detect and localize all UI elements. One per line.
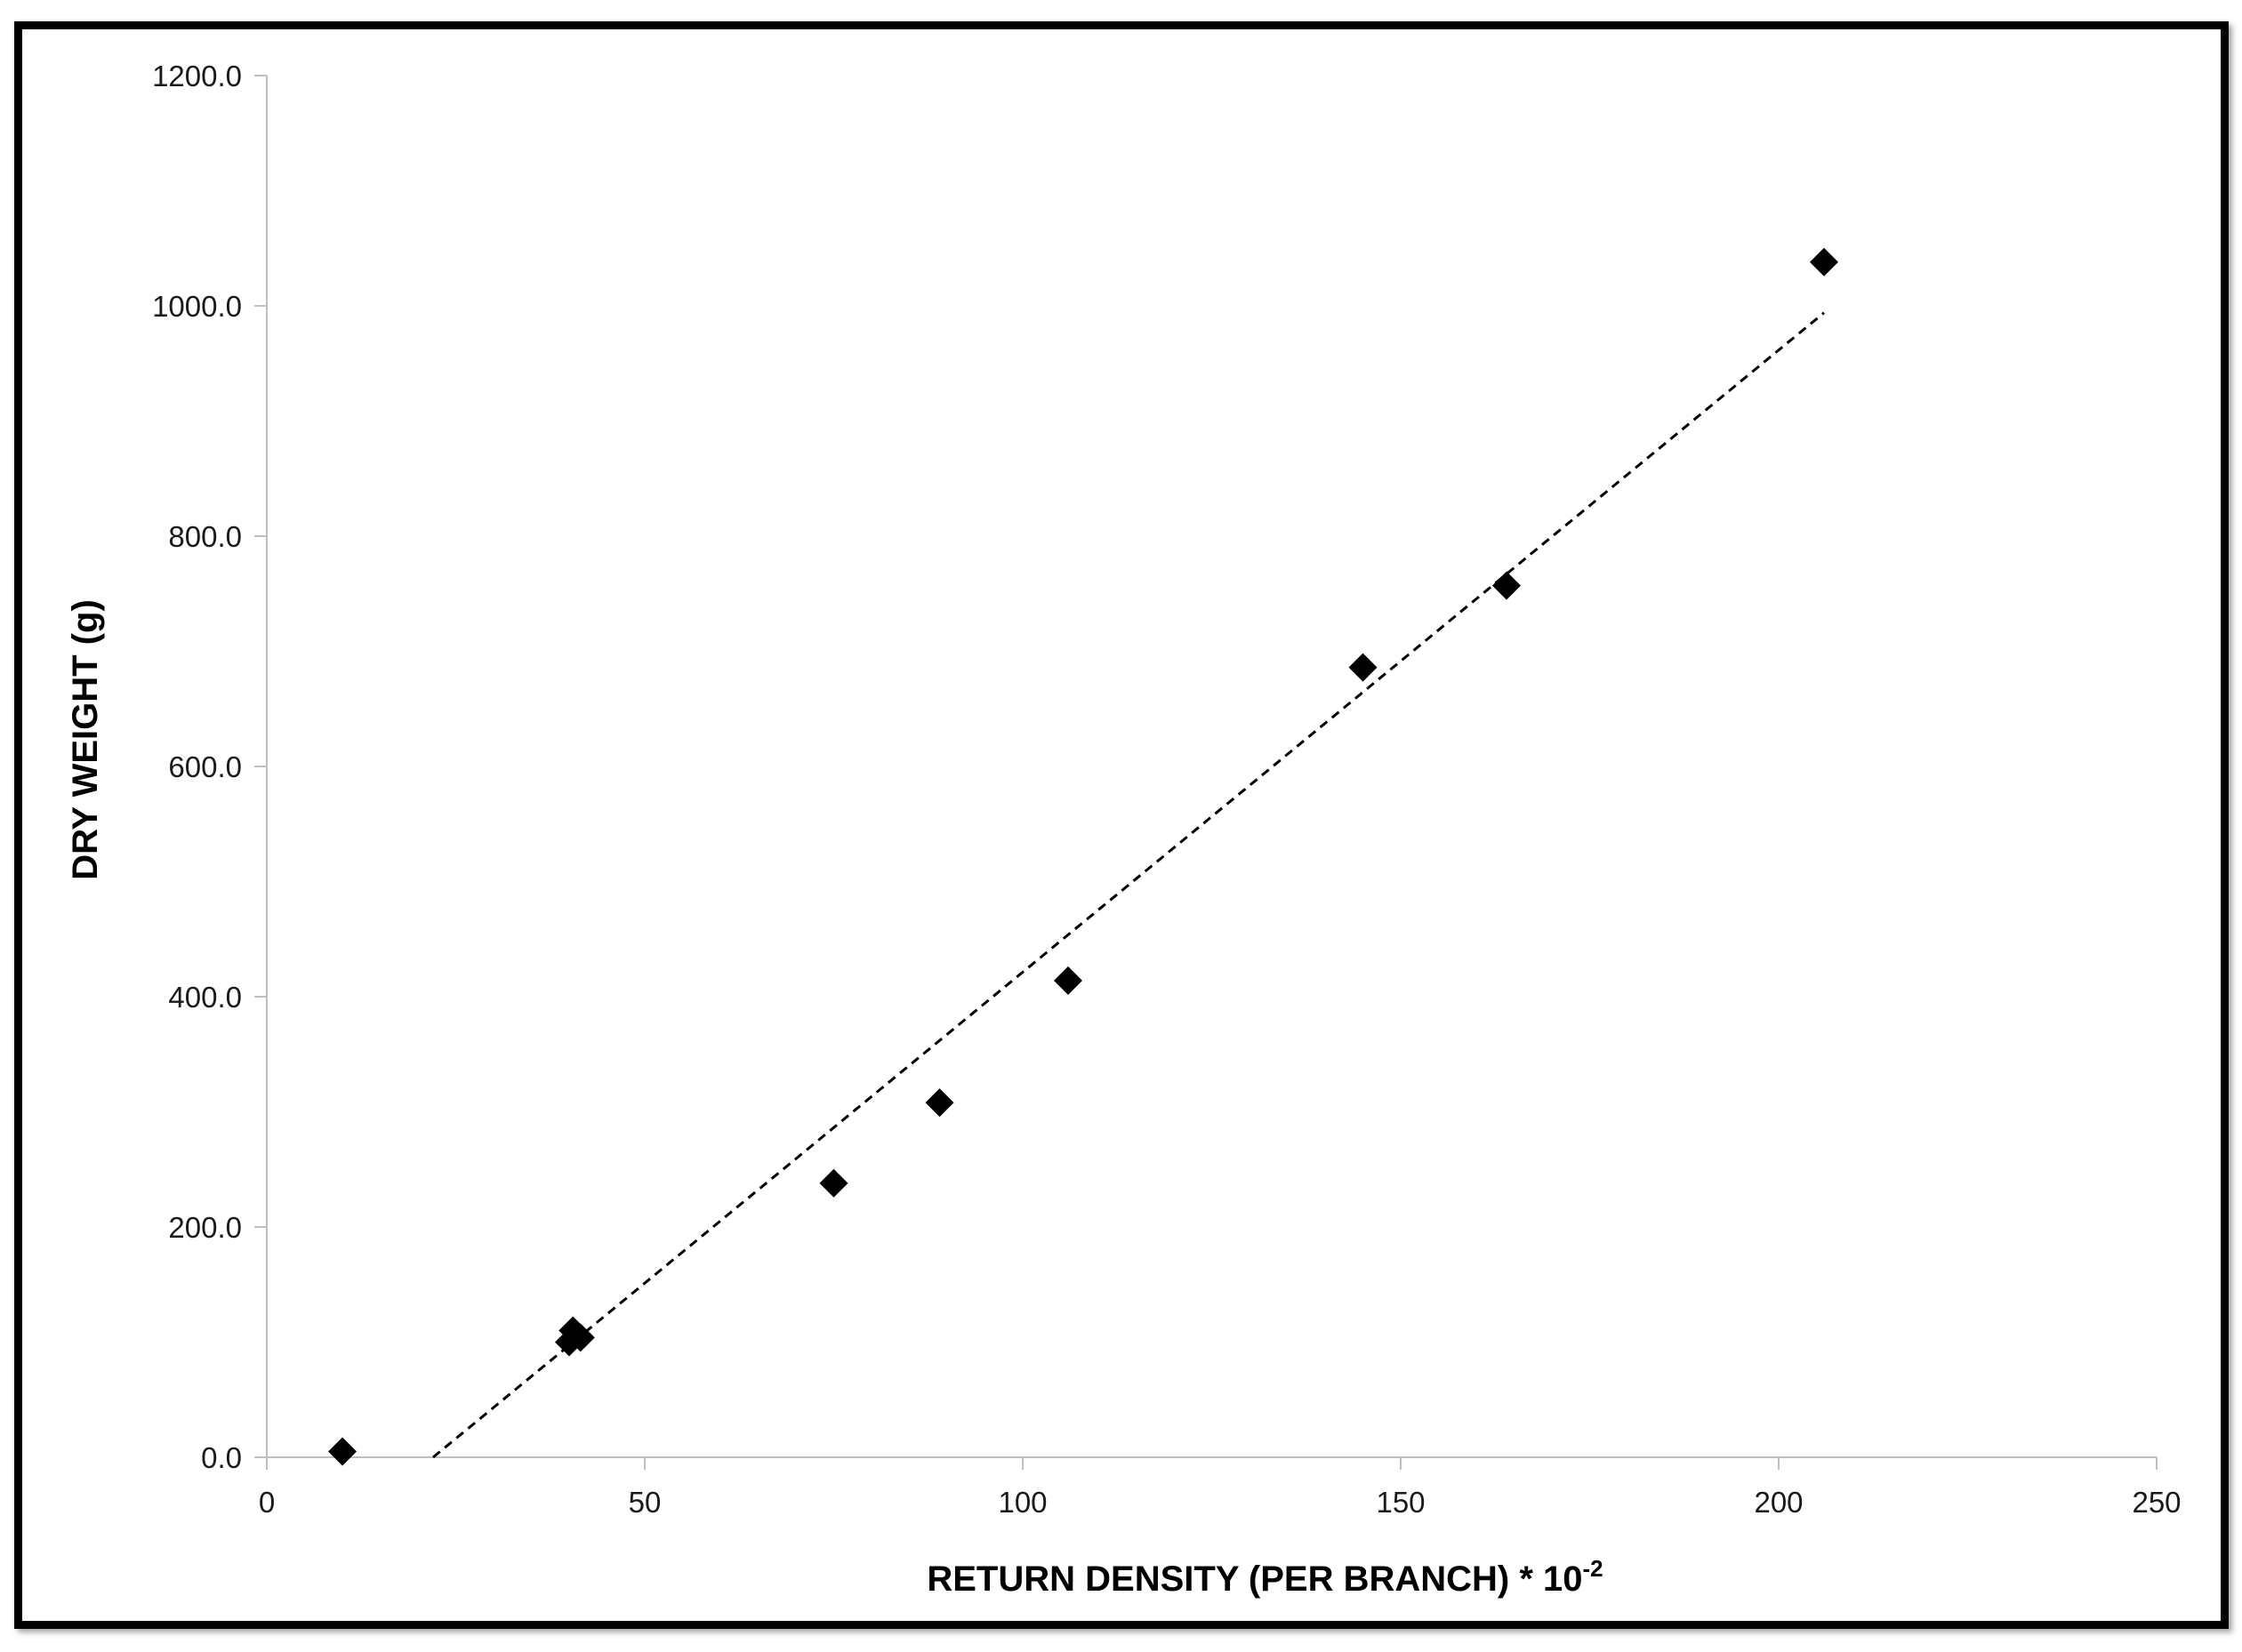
data-points <box>328 247 1838 1466</box>
axes <box>254 76 2157 1458</box>
x-tick-label: 150 <box>1376 1486 1425 1519</box>
data-point-diamond <box>1054 966 1082 995</box>
data-point-diamond <box>1810 247 1838 277</box>
scatter-chart: 0.0 200.0 400.0 600.0 800.0 1000.0 1200.0 0 50 10… <box>66 60 2182 1599</box>
data-point-diamond <box>328 1437 357 1466</box>
x-axis-title-text: RETURN DENSITY (PER BRANCH) * 10 <box>927 1560 1582 1599</box>
x-tick-label: 250 <box>2132 1486 2181 1519</box>
x-tick-label: 0 <box>259 1486 275 1519</box>
x-tick-label: 100 <box>998 1486 1047 1519</box>
trendline-layer <box>432 311 1825 1459</box>
y-tick-label: 0.0 <box>201 1441 242 1474</box>
y-tick-label: 1000.0 <box>152 290 242 323</box>
x-axis-title: RETURN DENSITY (PER BRANCH) * 10-2 <box>927 1555 1603 1599</box>
y-axis-title: DRY WEIGHT (g) <box>66 599 105 880</box>
data-point-diamond <box>1492 571 1521 600</box>
chart-frame: 0.0 200.0 400.0 600.0 800.0 1000.0 1200.0 0 50 10… <box>14 21 2229 1629</box>
y-tick-label: 600.0 <box>168 750 242 783</box>
x-axis-title-superscript: -2 <box>1583 1555 1603 1582</box>
tick-labels: 0.0 200.0 400.0 600.0 800.0 1000.0 1200.0 0 50 10… <box>152 60 2181 1519</box>
y-tick-label: 1200.0 <box>152 60 242 92</box>
linear-trendline <box>432 311 1825 1459</box>
y-tick-label: 800.0 <box>168 520 242 553</box>
y-tick-label: 200.0 <box>168 1211 242 1244</box>
data-point-diamond <box>1348 653 1378 682</box>
data-point-diamond <box>566 1323 595 1352</box>
y-tick-label: 400.0 <box>168 981 242 1014</box>
x-tick-label: 200 <box>1754 1486 1803 1519</box>
x-tick-label: 50 <box>629 1486 662 1519</box>
data-point-diamond <box>819 1168 848 1198</box>
data-point-diamond <box>925 1088 954 1118</box>
